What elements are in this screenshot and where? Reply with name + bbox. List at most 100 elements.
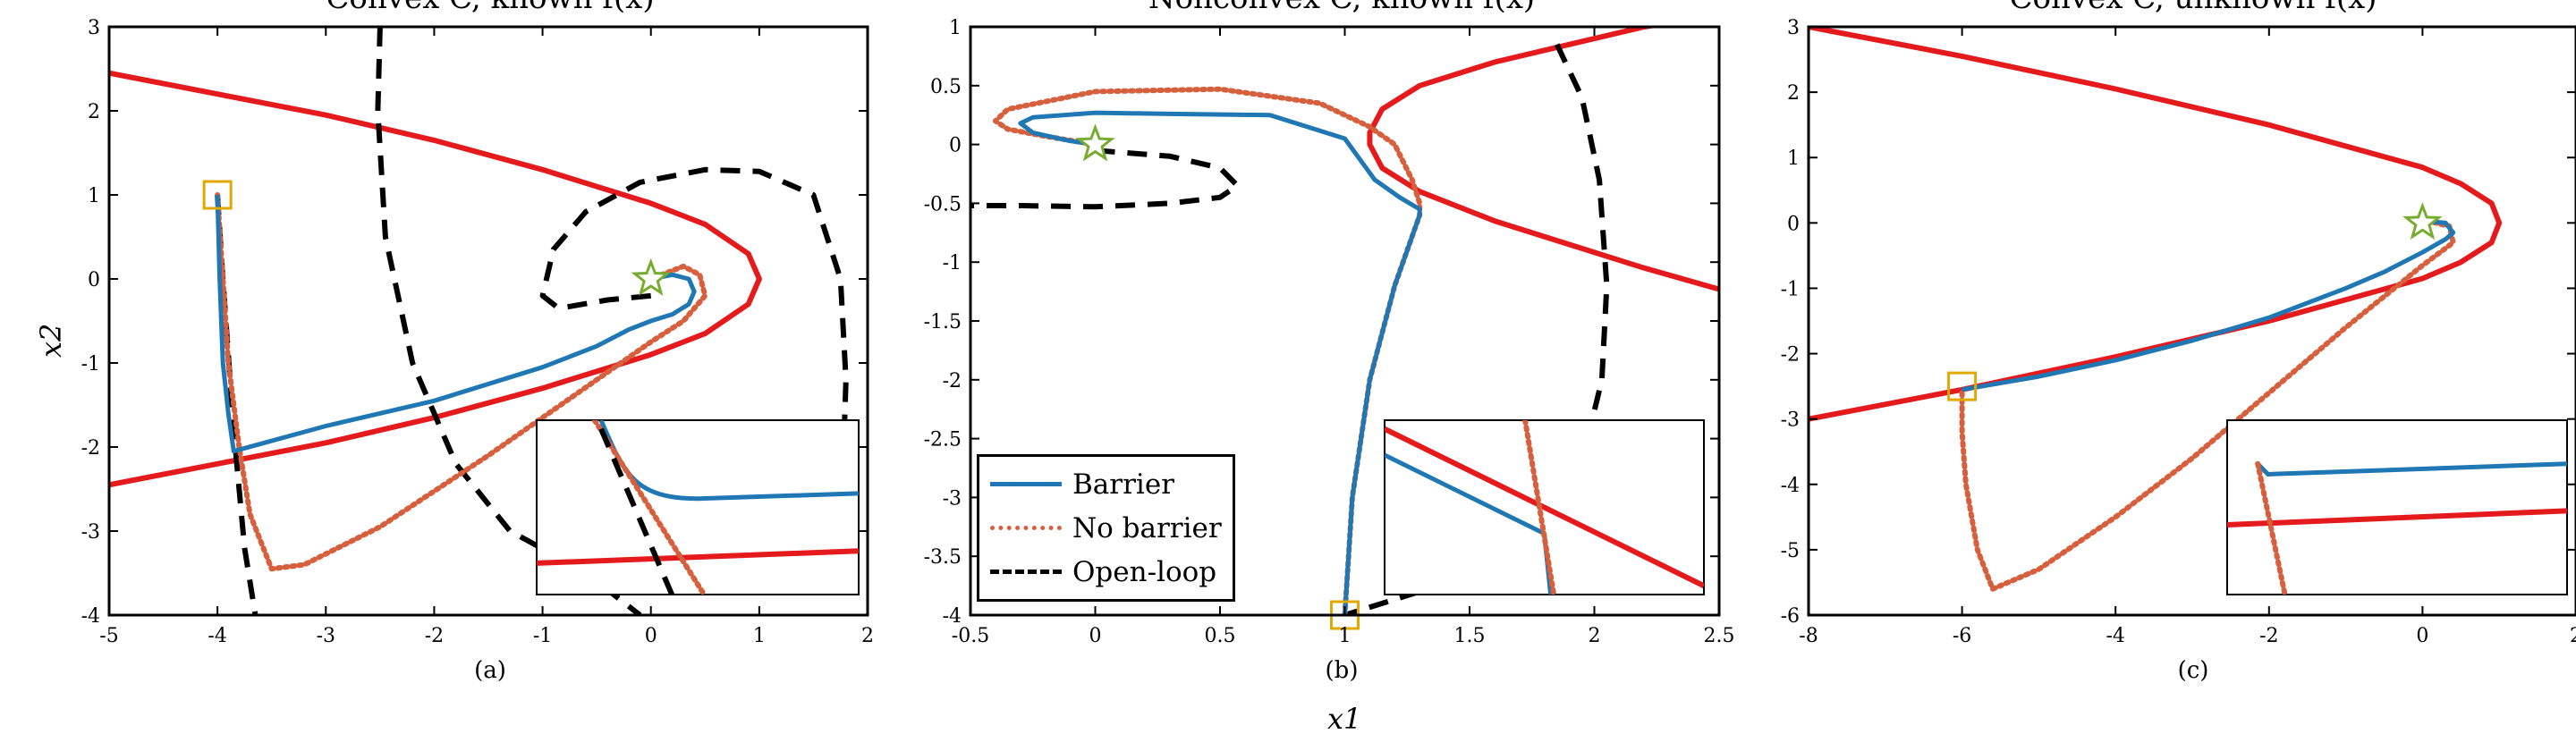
y-tick-label: 3 — [88, 17, 100, 39]
y-tick-label: -4 — [1781, 475, 1800, 497]
x-tick-label: -0.5 — [952, 625, 989, 647]
x-tick-label: -3 — [317, 625, 335, 647]
legend-label-no-barrier: No barrier — [1072, 511, 1222, 544]
y-tick-label: 0 — [88, 269, 100, 291]
x-tick-label: -6 — [1953, 625, 1971, 647]
panel-a-caption: (a) — [474, 657, 506, 684]
series-constraint-line — [1809, 27, 2503, 422]
series-open-loop-line — [539, 166, 849, 448]
y-tick-label: -2.5 — [924, 429, 962, 451]
series-constraint-line — [1367, 27, 1719, 292]
inset-frame — [2226, 419, 2568, 595]
inset-barrier-line — [1385, 452, 1546, 536]
zoom-inset — [536, 419, 860, 595]
zoom-inset — [2226, 419, 2568, 595]
y-tick-label: -2 — [81, 437, 100, 460]
legend-swatch-no-barrier — [990, 526, 1062, 530]
legend-swatch-barrier — [990, 482, 1062, 486]
y-axis-label: x2 — [34, 324, 68, 358]
y-tick-label: -5 — [1781, 540, 1800, 562]
y-tick-label: -2 — [1781, 344, 1800, 367]
x-axis-label-text: x1 — [1327, 702, 1362, 736]
goal-marker-star — [1075, 123, 1115, 162]
y-tick-label: -4 — [943, 605, 962, 628]
series-no-barrier-line — [215, 192, 708, 572]
axes-frame — [1807, 25, 2576, 617]
plot-area-b — [970, 27, 1719, 615]
y-tick-label: 1 — [1787, 148, 1800, 170]
inset-frame — [536, 419, 860, 595]
x-tick-label: 0 — [1089, 625, 1102, 647]
y-tick-label: -3 — [1781, 409, 1800, 432]
plot-area-a — [109, 27, 849, 615]
series-open-loop-line — [970, 148, 1241, 210]
series-open-loop-line — [215, 194, 258, 615]
x-tick-label: 2.5 — [1704, 625, 1735, 647]
inset-plot-area — [1385, 420, 1704, 595]
x-tick-label: 0 — [645, 625, 657, 647]
x-tick-label: -8 — [1799, 625, 1818, 647]
inset-no-barrier-line — [2255, 460, 2288, 595]
x-tick-label: -5 — [99, 625, 118, 647]
y-tick-label: 1 — [88, 185, 100, 207]
y-tick-label: -6 — [1781, 605, 1800, 628]
legend-entry-open-loop: Open-loop — [990, 550, 1222, 594]
x-tick-label: -4 — [2106, 625, 2124, 647]
x-tick-label: 2 — [2570, 625, 2576, 647]
y-tick-label: 0.5 — [930, 76, 962, 98]
y-tick-label: -1.5 — [924, 311, 962, 333]
inset-constraint-line — [1385, 426, 1704, 588]
y-tick-label: -1 — [1781, 278, 1800, 300]
panel-b: -0.5 0 0.5 1 1.5 2 2.5 -4 -3.5 -3 -2.5 -2 -1.5 -1 -0.5… — [924, 17, 1735, 647]
panel-c-caption: (c) — [2177, 657, 2209, 684]
inset-constraint-line — [537, 548, 859, 566]
plot-area-c — [1809, 27, 2503, 592]
legend-label-open-loop: Open-loop — [1072, 555, 1217, 588]
start-marker-square — [1947, 371, 1978, 401]
x-axis-label: x1 — [1327, 702, 1361, 736]
series-barrier-line — [1962, 219, 2456, 392]
zoom-inset — [1384, 419, 1705, 595]
panel-b-title: Nonconvex C, known f(x) — [1148, 0, 1535, 16]
x-tick-label: 1 — [1339, 625, 1352, 647]
series-constraint-line — [109, 70, 762, 488]
panel-b-caption: (b) — [1325, 657, 1359, 684]
start-marker-square — [202, 180, 233, 210]
x-tick-label: 1 — [753, 625, 766, 647]
y-tick-label: -3 — [81, 521, 100, 544]
y-tick-label: -2 — [943, 370, 962, 392]
y-axis-label-text: x2 — [34, 323, 68, 358]
x-tick-label: -1 — [533, 625, 552, 647]
y-tick-label: -1 — [81, 353, 100, 376]
y-tick-label: 1 — [949, 17, 962, 39]
x-tick-label: 2 — [1589, 625, 1601, 647]
y-tick-label: -1 — [943, 252, 962, 274]
legend-label-barrier: Barrier — [1072, 468, 1174, 501]
legend-entry-barrier: Barrier — [990, 462, 1222, 506]
x-tick-label: 2 — [861, 625, 874, 647]
legend-entry-no-barrier: No barrier — [990, 506, 1222, 550]
goal-marker-star — [631, 257, 671, 296]
x-tick-label: 0 — [2416, 625, 2428, 647]
inset-plot-area — [537, 420, 859, 595]
legend-swatch-open-loop — [990, 570, 1062, 574]
series-barrier-line — [1018, 110, 1422, 615]
panel-a-title: Convex C, known f(x) — [326, 0, 654, 16]
inset-no-barrier-line — [1522, 420, 1557, 595]
x-tick-label: 0.5 — [1205, 625, 1236, 647]
inset-no-barrier-line — [591, 420, 708, 595]
y-tick-label: -0.5 — [924, 193, 962, 215]
inset-constraint-line — [2227, 508, 2567, 527]
y-tick-label: 0 — [1787, 213, 1800, 235]
y-tick-label: 3 — [1787, 17, 1800, 39]
x-tick-label: -2 — [425, 625, 444, 647]
goal-marker-star — [2402, 202, 2443, 240]
axes-frame — [107, 25, 869, 617]
y-tick-label: -4 — [81, 605, 100, 628]
inset-barrier-line — [2256, 461, 2567, 477]
y-tick-label: -3.5 — [924, 546, 962, 569]
y-tick-label: 0 — [949, 135, 962, 157]
